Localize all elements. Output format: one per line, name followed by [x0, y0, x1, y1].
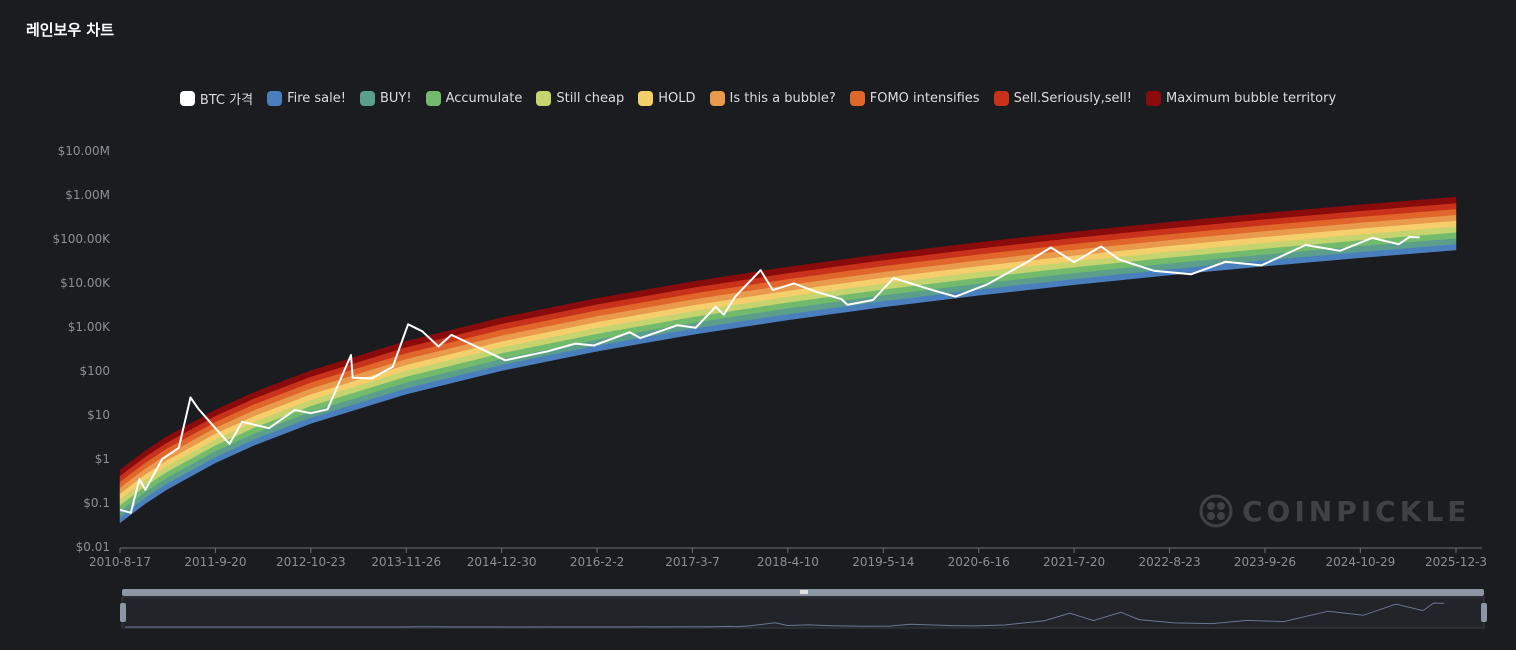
x-tick-label: 2019-5-14: [852, 555, 914, 569]
price-line: [119, 236, 1420, 514]
y-tick-label: $0.1: [83, 496, 110, 510]
x-tick-label: 2023-9-26: [1234, 555, 1296, 569]
legend-label: Fire sale!: [287, 91, 346, 106]
y-tick-label: $10: [87, 408, 110, 422]
legend-swatch: [709, 91, 725, 106]
y-tick-label: $10.00K: [60, 276, 111, 290]
legend-label: Sell.Seriously,sell!: [1013, 91, 1132, 106]
legend-swatch: [993, 91, 1009, 106]
y-tick-label: $1.00K: [68, 320, 111, 334]
legend-swatch: [536, 91, 552, 106]
zoom-handle-left[interactable]: [120, 603, 126, 622]
x-tick-label: 2020-6-16: [948, 555, 1010, 569]
watermark-icon: [1217, 512, 1225, 520]
y-tick-label: $1.00M: [65, 188, 110, 202]
watermark-icon: [1217, 502, 1225, 510]
x-tick-label: 2011-9-20: [184, 555, 246, 569]
data-zoom[interactable]: [120, 589, 1487, 629]
legend-item[interactable]: Sell.Seriously,sell!: [993, 89, 1132, 108]
watermark-icon: [1207, 512, 1215, 520]
legend-swatch: [1145, 91, 1161, 106]
legend: BTC 가격 Fire sale! BUY! Accumulate Still chea…: [0, 89, 1516, 108]
y-tick-label: $10.00M: [58, 144, 110, 158]
legend-item[interactable]: Fire sale!: [267, 89, 346, 108]
legend-item[interactable]: FOMO intensifies: [849, 89, 980, 108]
legend-label: Still cheap: [556, 91, 625, 106]
legend-swatch: [849, 91, 865, 106]
x-tick-label: 2024-10-29: [1325, 555, 1395, 569]
x-tick-label: 2016-2-2: [570, 555, 624, 569]
x-tick-label: 2014-12-30: [467, 555, 537, 569]
legend-label: Is this a bubble?: [729, 91, 836, 106]
x-tick-label: 2012-10-23: [276, 555, 346, 569]
x-tick-label: 2010-8-17: [89, 555, 151, 569]
chart-title: 레인보우 차트: [26, 21, 115, 39]
zoom-handle-right[interactable]: [1481, 603, 1487, 622]
legend-label: BUY!: [379, 91, 412, 106]
legend-label: Accumulate: [445, 91, 523, 106]
legend-item[interactable]: BUY!: [359, 89, 412, 108]
legend-item[interactable]: BTC 가격: [179, 89, 254, 108]
zoom-track: [121, 596, 1485, 629]
legend-swatch: [425, 91, 441, 106]
legend-swatch: [359, 91, 375, 106]
watermark-icon: [1207, 502, 1215, 510]
x-tick-label: 2017-3-7: [665, 555, 719, 569]
legend-item[interactable]: Maximum bubble territory: [1145, 89, 1337, 108]
legend-swatch: [179, 91, 195, 106]
y-tick-label: $100: [79, 364, 110, 378]
watermark-text: COINPICKLE: [1242, 495, 1470, 528]
legend-item[interactable]: HOLD: [638, 89, 696, 108]
legend-item[interactable]: Accumulate: [425, 89, 523, 108]
legend-label: FOMO intensifies: [869, 91, 980, 106]
legend-label: Maximum bubble territory: [1165, 91, 1337, 106]
x-tick-label: 2013-11-26: [371, 555, 441, 569]
watermark-icon: [1199, 494, 1233, 528]
legend-item[interactable]: Still cheap: [536, 89, 624, 108]
zoom-grip[interactable]: [800, 590, 808, 594]
x-tick-label: 2018-4-10: [757, 555, 819, 569]
legend-label: HOLD: [658, 91, 696, 106]
legend-swatch: [267, 91, 283, 106]
watermark: COINPICKLE: [1199, 494, 1470, 528]
y-tick-label: $0.01: [76, 540, 110, 554]
y-tick-label: $100.00K: [53, 232, 112, 246]
plot: [119, 196, 1457, 524]
zoom-shadow-line: [125, 602, 1445, 628]
legend-label: BTC 가격: [199, 93, 254, 108]
legend-item[interactable]: Is this a bubble?: [709, 89, 836, 108]
legend-swatch: [638, 91, 654, 106]
y-tick-label: $1: [95, 452, 110, 466]
x-tick-label: 2025-12-3: [1425, 555, 1487, 569]
x-tick-label: 2022-8-23: [1138, 555, 1200, 569]
rainbow-band: [119, 196, 1457, 477]
x-tick-label: 2021-7-20: [1043, 555, 1105, 569]
